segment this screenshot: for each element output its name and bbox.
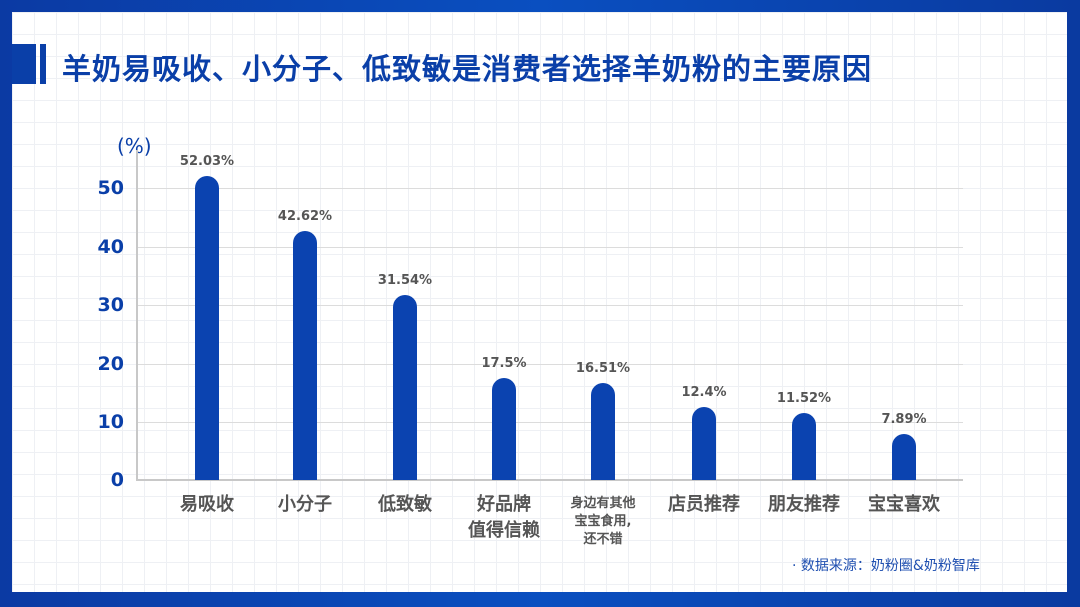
- category-label: 宝宝喜欢: [868, 494, 940, 515]
- bar: [692, 407, 716, 480]
- gridline-40: [138, 247, 963, 248]
- bar-value-label: 42.62%: [277, 208, 333, 224]
- category-label: 好品牌 值得信赖: [468, 494, 540, 541]
- bar-value-label: 52.03%: [179, 153, 235, 169]
- y-tick-40: 40: [97, 236, 124, 258]
- gridline-20: [138, 364, 963, 365]
- y-tick-0: 0: [110, 469, 124, 491]
- bar: [792, 412, 816, 480]
- category-label: 店员推荐: [668, 494, 740, 515]
- chart-title: 羊奶易吸收、小分子、低致敏是消费者选择羊奶粉的主要原因: [62, 52, 873, 86]
- y-tick-20: 20: [97, 353, 124, 375]
- category-label: 身边有其他 宝宝食用, 还不错: [570, 496, 636, 547]
- y-axis-line: [136, 150, 138, 480]
- title-accent-line: [40, 44, 46, 84]
- category-label: 低致敏: [378, 494, 432, 515]
- bar: [293, 230, 317, 480]
- gridline-30: [138, 305, 963, 306]
- bar-value-label: 16.51%: [575, 361, 631, 377]
- bar: [892, 433, 916, 480]
- category-label: 小分子: [278, 494, 332, 515]
- y-axis-unit: (%): [117, 134, 152, 158]
- gridline-10: [138, 422, 963, 423]
- y-tick-50: 50: [97, 177, 124, 199]
- gridline-50: [138, 188, 963, 189]
- x-axis-line: [136, 479, 963, 481]
- y-tick-10: 10: [97, 411, 124, 433]
- y-tick-30: 30: [97, 294, 124, 316]
- chart-panel: 羊奶易吸收、小分子、低致敏是消费者选择羊奶粉的主要原因 (%) 50 40 30…: [12, 12, 1067, 592]
- bar-value-label: 7.89%: [881, 411, 927, 427]
- title-accent-block: [12, 44, 36, 84]
- category-label: 朋友推荐: [768, 494, 840, 515]
- bar: [492, 377, 516, 480]
- bar-value-label: 31.54%: [377, 273, 433, 289]
- bar-value-label: 17.5%: [481, 355, 527, 371]
- bar: [591, 383, 615, 480]
- bar-value-label: 11.52%: [776, 390, 832, 406]
- data-source-note: · 数据来源：奶粉圈&奶粉智库: [792, 558, 980, 574]
- bar: [195, 175, 219, 480]
- category-label: 易吸收: [180, 494, 234, 515]
- bar: [393, 295, 417, 480]
- bar-value-label: 12.4%: [681, 385, 727, 401]
